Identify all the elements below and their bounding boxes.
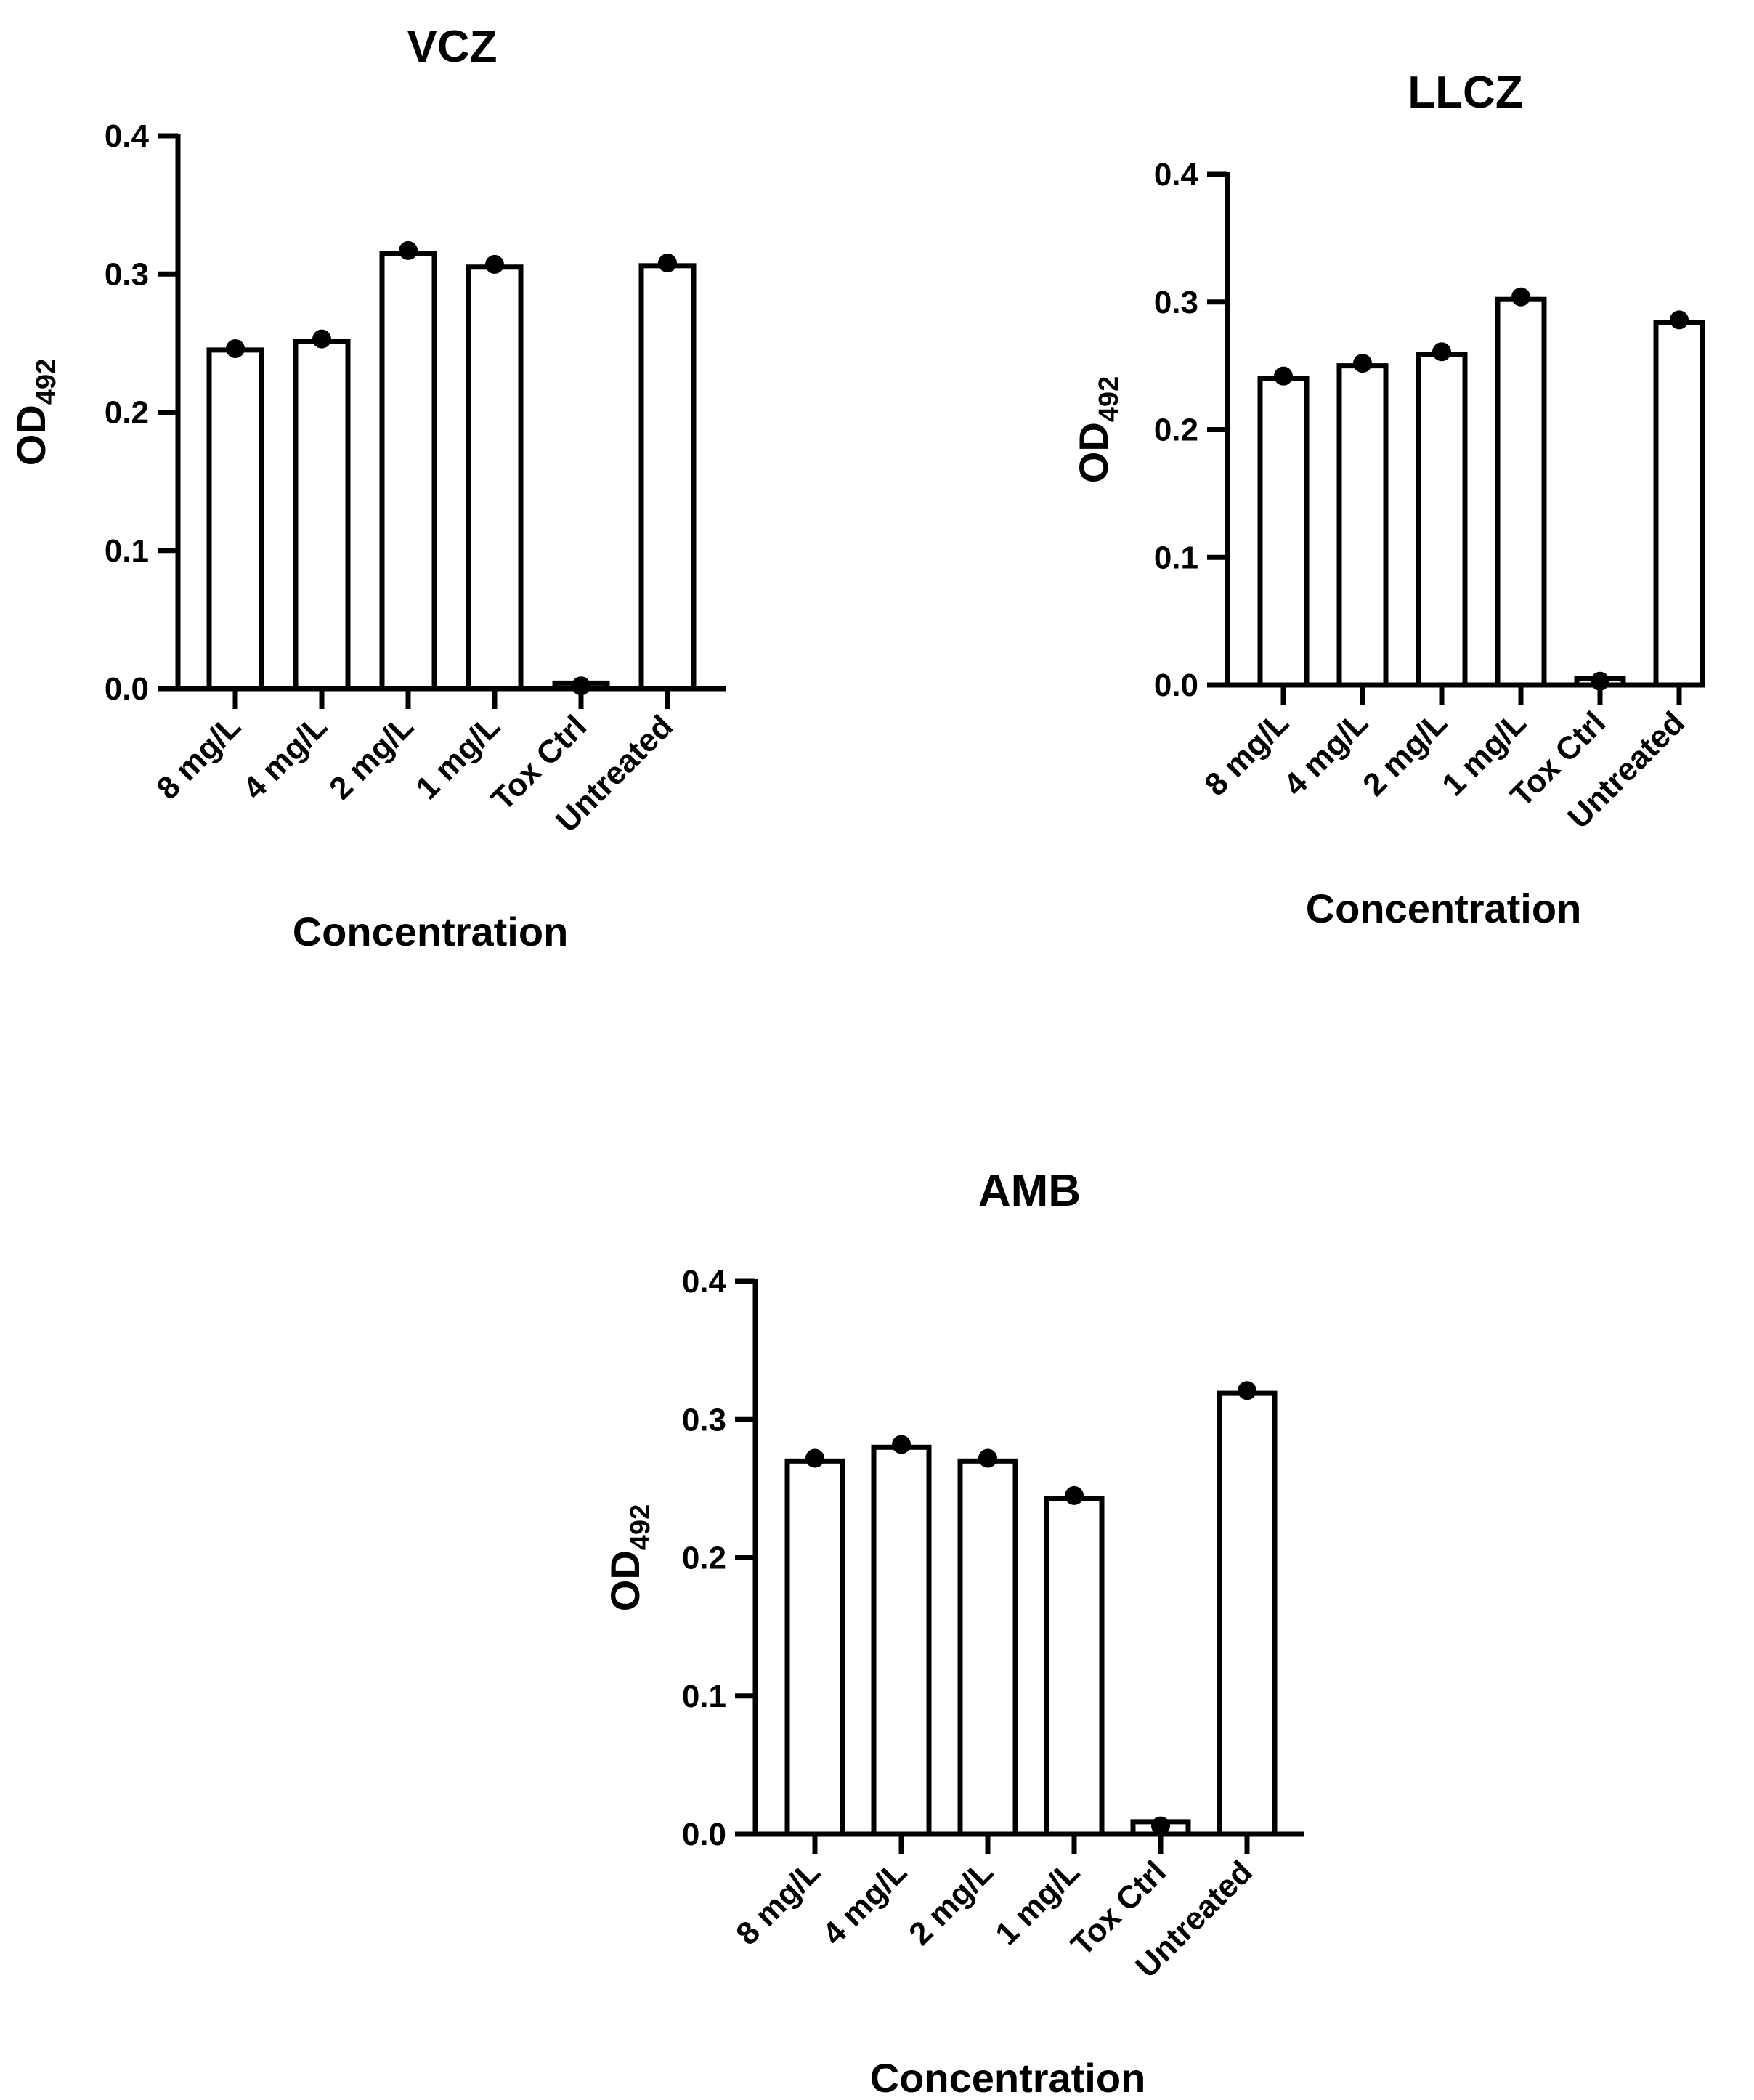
category-label: 4 mg/L <box>816 1854 914 1952</box>
data-point <box>399 240 418 260</box>
data-point <box>226 338 245 358</box>
data-point <box>658 254 677 273</box>
bar-amb-3 <box>1044 1496 1105 1837</box>
data-point <box>1511 287 1530 307</box>
bar-vcz-3 <box>466 264 524 692</box>
data-point <box>485 254 504 274</box>
y-tick-label: 0.1 <box>105 533 149 569</box>
x-axis-label: Concentration <box>1306 885 1582 931</box>
y-tick-label: 0.4 <box>682 1264 727 1300</box>
y-tick-label: 0.1 <box>682 1679 726 1714</box>
data-point <box>1432 342 1451 362</box>
bar-llcz-1 <box>1336 363 1389 688</box>
category-label: 8 mg/L <box>150 708 248 806</box>
y-tick-label: 0.4 <box>1154 157 1199 192</box>
category-label: 8 mg/L <box>1198 705 1296 803</box>
data-point <box>892 1435 911 1454</box>
bar-vcz-0 <box>206 347 264 692</box>
y-tick-label: 0.3 <box>1154 285 1198 320</box>
y-axis-label: OD492 <box>8 359 62 466</box>
x-axis-label: Concentration <box>293 909 569 954</box>
y-tick-label: 0.4 <box>105 118 150 154</box>
data-point <box>1274 366 1293 386</box>
data-point <box>1065 1485 1084 1505</box>
y-axis-label: OD492 <box>602 1504 656 1611</box>
y-axis-label: OD492 <box>1071 376 1124 483</box>
category-label: 2 mg/L <box>322 708 421 806</box>
category-label: 2 mg/L <box>902 1854 1000 1952</box>
y-axis-label-main: OD <box>8 405 54 466</box>
data-point <box>1353 354 1372 373</box>
data-point <box>805 1448 824 1468</box>
category-label: 4 mg/L <box>1277 705 1375 803</box>
bar-llcz-5 <box>1653 320 1705 688</box>
y-tick-label: 0.0 <box>1154 668 1198 703</box>
y-axis-label-subscript: 492 <box>625 1504 656 1550</box>
bar-vcz-1 <box>293 338 351 692</box>
y-axis-label-subscript: 492 <box>1094 376 1124 422</box>
category-label: 8 mg/L <box>729 1854 827 1952</box>
y-tick-label: 0.3 <box>105 256 149 292</box>
y-tick-label: 0.2 <box>105 395 149 431</box>
chart-title: AMB <box>978 1166 1081 1216</box>
chart-title: VCZ <box>407 22 498 72</box>
y-tick-label: 0.1 <box>1154 540 1198 575</box>
bar-amb-5 <box>1217 1390 1278 1837</box>
data-point <box>312 329 331 349</box>
bar-llcz-2 <box>1416 352 1468 688</box>
y-tick-label: 0.2 <box>682 1541 726 1576</box>
category-label: 4 mg/L <box>236 708 334 806</box>
bar-vcz-2 <box>379 251 437 692</box>
bar-vcz-5 <box>638 263 697 692</box>
category-label: 2 mg/L <box>1356 705 1454 803</box>
y-axis-label-main: OD <box>602 1550 648 1611</box>
data-point <box>572 676 590 696</box>
y-tick-label: 0.2 <box>1154 413 1198 448</box>
bar-llcz-3 <box>1495 296 1547 688</box>
y-axis-label-subscript: 492 <box>31 359 62 405</box>
chart-title: LLCZ <box>1408 68 1522 118</box>
data-point <box>1670 310 1689 330</box>
data-point <box>1591 671 1609 691</box>
y-tick-label: 0.0 <box>682 1817 726 1852</box>
bar-amb-2 <box>957 1458 1018 1837</box>
data-point <box>978 1448 997 1468</box>
bar-amb-0 <box>784 1458 845 1837</box>
y-tick-label: 0.3 <box>682 1402 726 1438</box>
y-axis-label-main: OD <box>1071 422 1116 483</box>
data-point <box>1238 1381 1256 1400</box>
x-axis-label: Concentration <box>870 2055 1146 2100</box>
bar-amb-1 <box>871 1444 932 1837</box>
y-tick-label: 0.0 <box>105 671 149 707</box>
bar-llcz-0 <box>1257 376 1310 688</box>
data-point <box>1151 1816 1170 1836</box>
